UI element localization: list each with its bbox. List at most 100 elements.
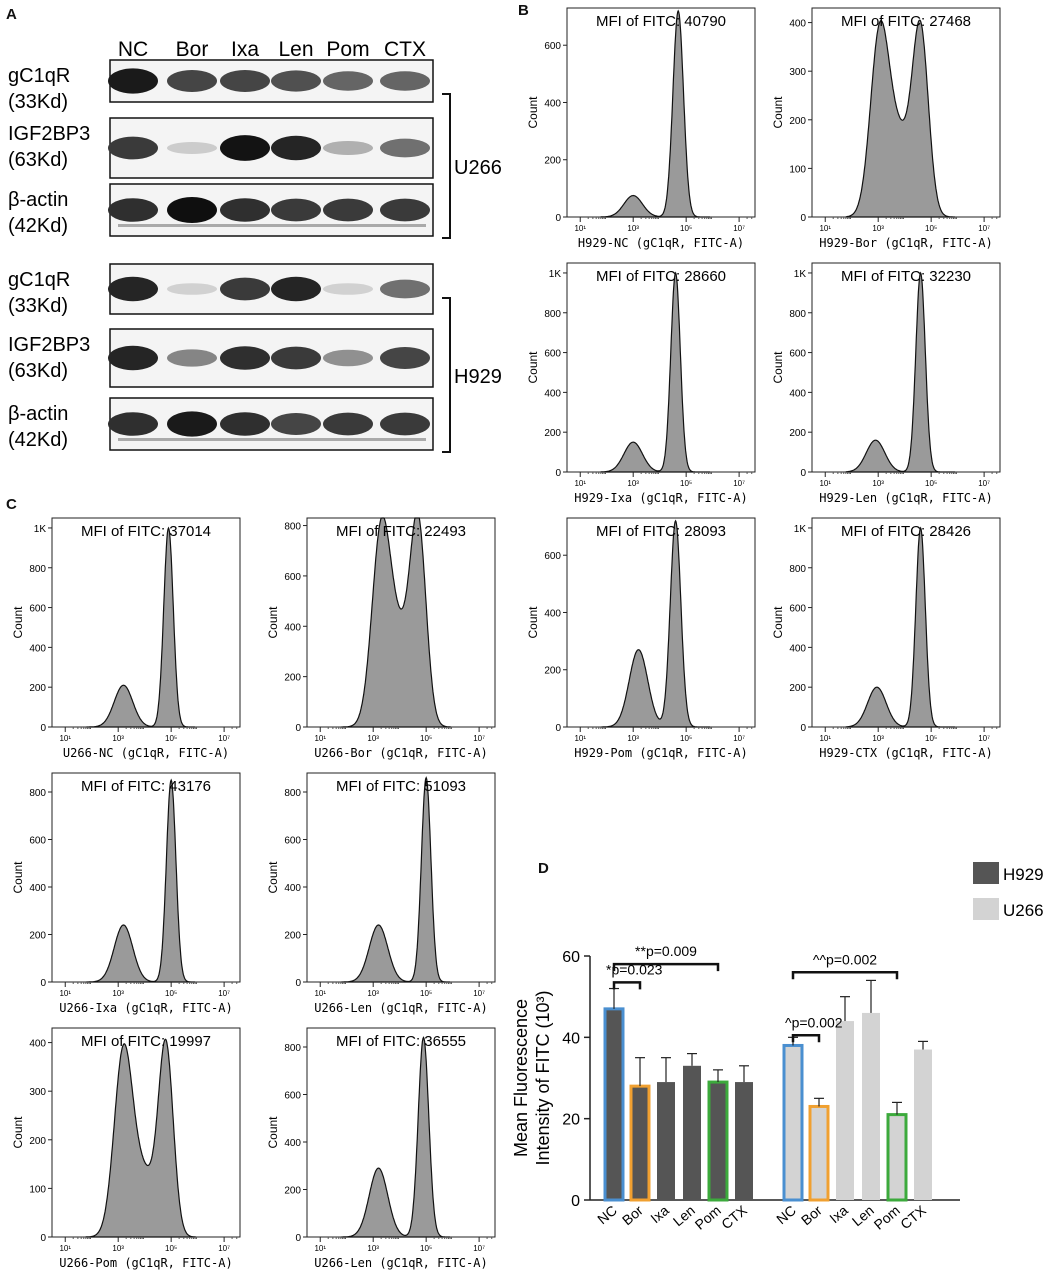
y-tick-label: 400 (789, 19, 806, 30)
y-tick-label: 600 (544, 41, 561, 52)
x-tick-label: 10⁷ (473, 734, 485, 743)
y-tick-label: 0 (800, 723, 806, 734)
y-tick-label: 0 (40, 978, 46, 989)
plot-frame (566, 517, 756, 728)
cell-line-bracket: H929 (442, 297, 502, 453)
y-tick-label: 800 (544, 309, 561, 320)
x-tick-label: 10¹ (574, 734, 586, 743)
y-tick-label: 200 (789, 683, 806, 694)
y-tick-label: 40 (562, 1030, 580, 1047)
y-tick-label: 300 (789, 67, 806, 78)
x-tick-label: 10⁷ (978, 479, 990, 488)
x-axis-label: H929-NC (gC1qR, FITC-A) (578, 236, 744, 250)
x-tick-label: Bor (619, 1202, 646, 1228)
x-tick-label: CTX (897, 1202, 929, 1233)
mfi-bar-chart: 0 20 40 60 Mean Fluorescence Intensity of FIT… (511, 862, 1044, 1233)
blot-band (220, 277, 270, 301)
x-tick-label: 10⁷ (218, 1244, 230, 1253)
lane-label: Ixa (231, 38, 259, 61)
x-tick-label: Len (849, 1202, 877, 1229)
svg-text:Intensity of FITC (10³): Intensity of FITC (10³) (533, 990, 553, 1165)
y-tick-label: 400 (789, 388, 806, 399)
blot-band (380, 138, 430, 158)
blot-band (323, 198, 373, 222)
significance-bracket (612, 981, 642, 990)
mfi-label: MFI of FITC: 51093 (336, 778, 466, 795)
y-axis-label: Count (11, 861, 25, 894)
y-tick-label: 200 (29, 683, 46, 694)
panel-label-c: C (6, 496, 17, 513)
blot-row: IGF2BP3 (63Kd) (8, 328, 434, 388)
y-tick-label: 200 (544, 156, 561, 167)
histogram-u266-nc: 0 200 400 600 800 1K 10¹ 10³ 10⁵ 10⁷ U266-NC (gC1q… (11, 517, 241, 760)
plot-frame (811, 262, 1001, 473)
y-tick-label: 0 (40, 723, 46, 734)
bar-h929-ctx (735, 1082, 753, 1200)
p-value-label: **p=0.009 (635, 943, 697, 959)
y-tick-label: 0 (800, 213, 806, 224)
y-tick-label: 600 (284, 572, 301, 583)
mfi-label: MFI of FITC: 43176 (81, 778, 211, 795)
blot-band (167, 283, 217, 295)
mfi-label: MFI of FITC: 40790 (596, 13, 726, 30)
plot-frame (811, 517, 1001, 728)
y-tick-label: 600 (789, 604, 806, 615)
x-tick-label: 10³ (112, 734, 124, 743)
blot-band (271, 346, 321, 370)
panel-label-a: A (6, 6, 17, 23)
y-axis-label: Count (266, 861, 280, 894)
x-tick-label: 10⁷ (473, 1244, 485, 1253)
faint-band (118, 224, 426, 227)
x-tick-label: 10⁵ (165, 734, 177, 743)
x-tick-label: 10³ (872, 479, 884, 488)
bar-u266-nc (782, 1043, 804, 1202)
y-tick-label: 0 (295, 1233, 301, 1244)
y-tick-label: 0 (295, 723, 301, 734)
y-tick-label: 20 (562, 1112, 580, 1129)
plot-frame (51, 517, 241, 728)
y-tick-label: 200 (544, 666, 561, 677)
blot-row: β-actin (42Kd) (8, 183, 434, 237)
x-tick-label: 10³ (112, 1244, 124, 1253)
y-axis-label: Count (266, 1116, 280, 1149)
mfi-label: MFI of FITC: 32230 (841, 268, 971, 285)
x-tick-label: NC (773, 1202, 799, 1227)
blot-band (220, 135, 270, 161)
x-tick-label: 10⁵ (165, 989, 177, 998)
x-tick-label: 10⁷ (218, 734, 230, 743)
y-axis-label: Count (526, 96, 540, 129)
histogram-curve (601, 519, 710, 728)
mfi-label: MFI of FITC: 36555 (336, 1033, 466, 1050)
mfi-label: MFI of FITC: 27468 (841, 13, 971, 30)
x-tick-label: Len (670, 1202, 698, 1229)
x-axis-label: U266-Pom (gC1qR, FITC-A) (59, 1256, 232, 1270)
histogram-h929-nc: 0 200 400 600 10¹ 10³ 10⁵ 10⁷ H929-NC (gC1qR, FI… (526, 7, 756, 250)
y-tick-label: 400 (284, 1138, 301, 1149)
y-tick-label: 400 (544, 98, 561, 109)
y-tick-label: 1K (794, 524, 807, 535)
mfi-label: MFI of FITC: 19997 (81, 1033, 211, 1050)
blot-band (220, 412, 270, 436)
bar-h929-bor (629, 1084, 651, 1202)
blot-band (271, 413, 321, 435)
blot-band (108, 276, 158, 302)
x-tick-label: 10¹ (574, 224, 586, 233)
x-tick-label: 10⁷ (733, 224, 745, 233)
blot-band (108, 345, 158, 371)
histogram-u266-len-2: 0 200 400 600 800 10¹ 10³ 10⁵ 10⁷ U266-Len (gC1qR… (266, 1027, 496, 1270)
blot-band (220, 70, 270, 92)
x-tick-label: 10¹ (59, 734, 71, 743)
x-tick-label: NC (594, 1202, 620, 1227)
p-value-label: *p=0.023 (606, 961, 663, 977)
x-axis-label: H929-Len (gC1qR, FITC-A) (819, 491, 992, 505)
panel-label-b: B (518, 2, 529, 19)
blot-band (323, 412, 373, 436)
y-tick-label: 400 (789, 643, 806, 654)
svg-text:Mean Fluorescence: Mean Fluorescence (511, 999, 531, 1157)
y-tick-label: 0 (571, 1193, 580, 1210)
x-axis-label: U266-Ixa (gC1qR, FITC-A) (59, 1001, 232, 1015)
x-tick-label: 10³ (367, 734, 379, 743)
bar-u266-bor (808, 1104, 830, 1202)
histogram-u266-bor: 0 200 400 600 800 10¹ 10³ 10⁵ 10⁷ U266-Bor (gC1qR… (266, 517, 496, 760)
histogram-h929-ctx: 0 200 400 600 800 1K 10¹ 10³ 10⁵ 10⁷ H929-CTX (gC1… (771, 517, 1001, 760)
